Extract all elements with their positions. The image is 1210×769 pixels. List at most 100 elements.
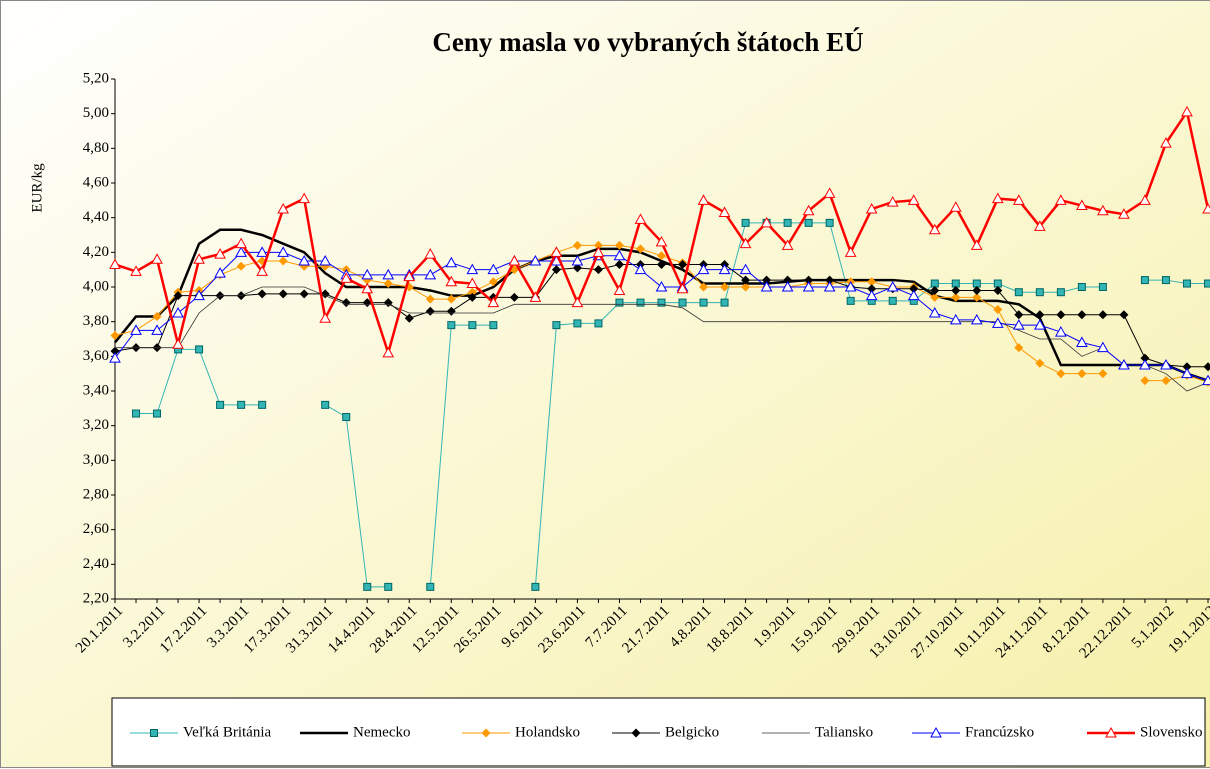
marker — [657, 259, 666, 269]
marker — [1098, 310, 1108, 320]
marker — [655, 235, 668, 247]
marker — [1181, 367, 1193, 379]
marker — [1160, 358, 1172, 370]
legend-label: Francúzsko — [965, 724, 1034, 740]
marker — [321, 400, 330, 409]
y-tick-label: 4,80 — [83, 140, 109, 156]
marker — [529, 291, 542, 302]
marker — [214, 267, 226, 278]
marker — [970, 313, 983, 325]
y-tick-label: 3,20 — [83, 417, 109, 433]
marker — [720, 282, 730, 292]
marker — [235, 246, 247, 257]
marker — [1181, 105, 1193, 117]
marker — [130, 265, 142, 276]
marker — [382, 346, 395, 358]
marker — [467, 287, 477, 297]
marker — [1077, 310, 1087, 320]
marker — [384, 582, 393, 591]
legend-label: Slovensko — [1140, 724, 1203, 740]
marker — [195, 345, 204, 354]
marker — [614, 240, 624, 250]
marker — [635, 244, 645, 254]
marker — [699, 298, 708, 307]
y-tick-label: 2,40 — [83, 556, 109, 572]
marker — [592, 246, 605, 257]
series-line — [115, 286, 1209, 392]
marker — [634, 263, 647, 275]
marker — [1202, 202, 1210, 214]
marker — [783, 275, 793, 285]
marker — [509, 292, 519, 302]
marker — [762, 275, 772, 285]
marker — [1160, 137, 1172, 148]
marker — [1035, 288, 1044, 297]
marker — [676, 282, 689, 294]
marker — [970, 239, 983, 250]
legend-label: Holandsko — [515, 724, 580, 740]
marker — [404, 313, 414, 323]
marker — [678, 298, 687, 307]
marker — [741, 218, 750, 227]
marker — [1056, 288, 1065, 297]
marker — [636, 298, 645, 307]
marker — [1118, 208, 1130, 219]
series-line — [1144, 374, 1209, 383]
marker — [741, 282, 751, 292]
marker — [909, 284, 919, 294]
marker — [991, 192, 1004, 204]
marker — [361, 282, 374, 294]
marker — [631, 728, 641, 738]
y-tick-label: 3,60 — [83, 348, 109, 364]
marker — [823, 280, 836, 292]
marker — [551, 265, 561, 275]
marker — [1056, 310, 1066, 320]
marker — [614, 259, 624, 269]
marker — [1098, 283, 1107, 291]
marker — [424, 268, 437, 280]
marker — [468, 321, 477, 330]
marker — [699, 282, 709, 292]
y-tick-label: 3,40 — [83, 382, 109, 398]
marker — [1105, 726, 1117, 738]
marker — [678, 259, 688, 269]
marker — [1012, 319, 1025, 330]
marker — [445, 275, 458, 287]
marker — [235, 237, 247, 249]
marker — [1097, 341, 1109, 353]
marker — [760, 216, 773, 228]
marker — [257, 289, 267, 299]
marker — [481, 728, 491, 738]
marker — [572, 240, 582, 250]
series-line — [429, 324, 494, 587]
marker — [552, 321, 561, 330]
marker — [466, 263, 479, 275]
y-tick-label: 2,80 — [83, 486, 109, 502]
series — [109, 105, 1210, 358]
marker — [930, 292, 940, 302]
marker — [760, 280, 773, 292]
marker — [172, 306, 184, 318]
marker — [1076, 336, 1088, 347]
marker — [466, 277, 479, 289]
marker — [1139, 194, 1151, 205]
series-line — [534, 222, 1103, 587]
marker — [1119, 310, 1129, 320]
series-line — [324, 404, 389, 588]
marker — [1118, 358, 1130, 370]
marker — [993, 285, 1003, 295]
marker — [256, 246, 268, 257]
marker — [846, 296, 855, 305]
marker — [132, 409, 141, 418]
marker — [1014, 310, 1024, 320]
marker — [825, 218, 834, 227]
marker — [1055, 326, 1067, 337]
marker — [741, 275, 751, 285]
marker — [278, 256, 288, 266]
marker — [424, 248, 437, 259]
marker — [363, 582, 372, 591]
marker — [298, 192, 311, 204]
